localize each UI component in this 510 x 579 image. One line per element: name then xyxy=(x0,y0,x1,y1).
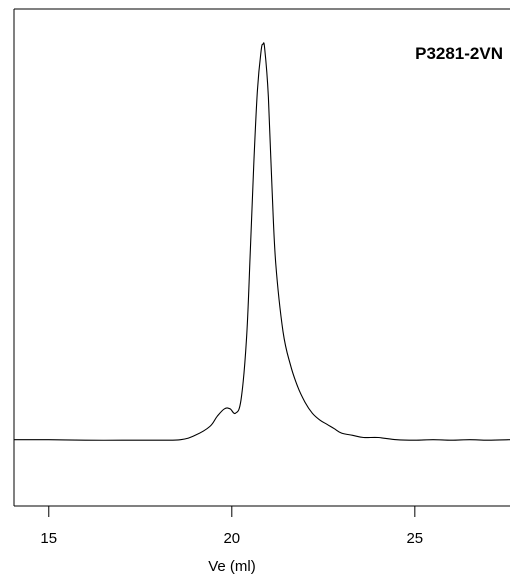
x-axis-ticks xyxy=(48,506,416,517)
chart-title: P3281-2VN xyxy=(415,44,503,63)
chromatogram-trace xyxy=(14,42,510,441)
x-tick-label-25: 25 xyxy=(406,530,423,547)
x-axis-tick-labels: 15 20 25 xyxy=(40,530,423,547)
x-axis-title: Ve (ml) xyxy=(208,558,256,575)
x-tick-label-20: 20 xyxy=(223,530,240,547)
x-tick-label-15: 15 xyxy=(40,530,57,547)
plot-area xyxy=(14,9,510,506)
